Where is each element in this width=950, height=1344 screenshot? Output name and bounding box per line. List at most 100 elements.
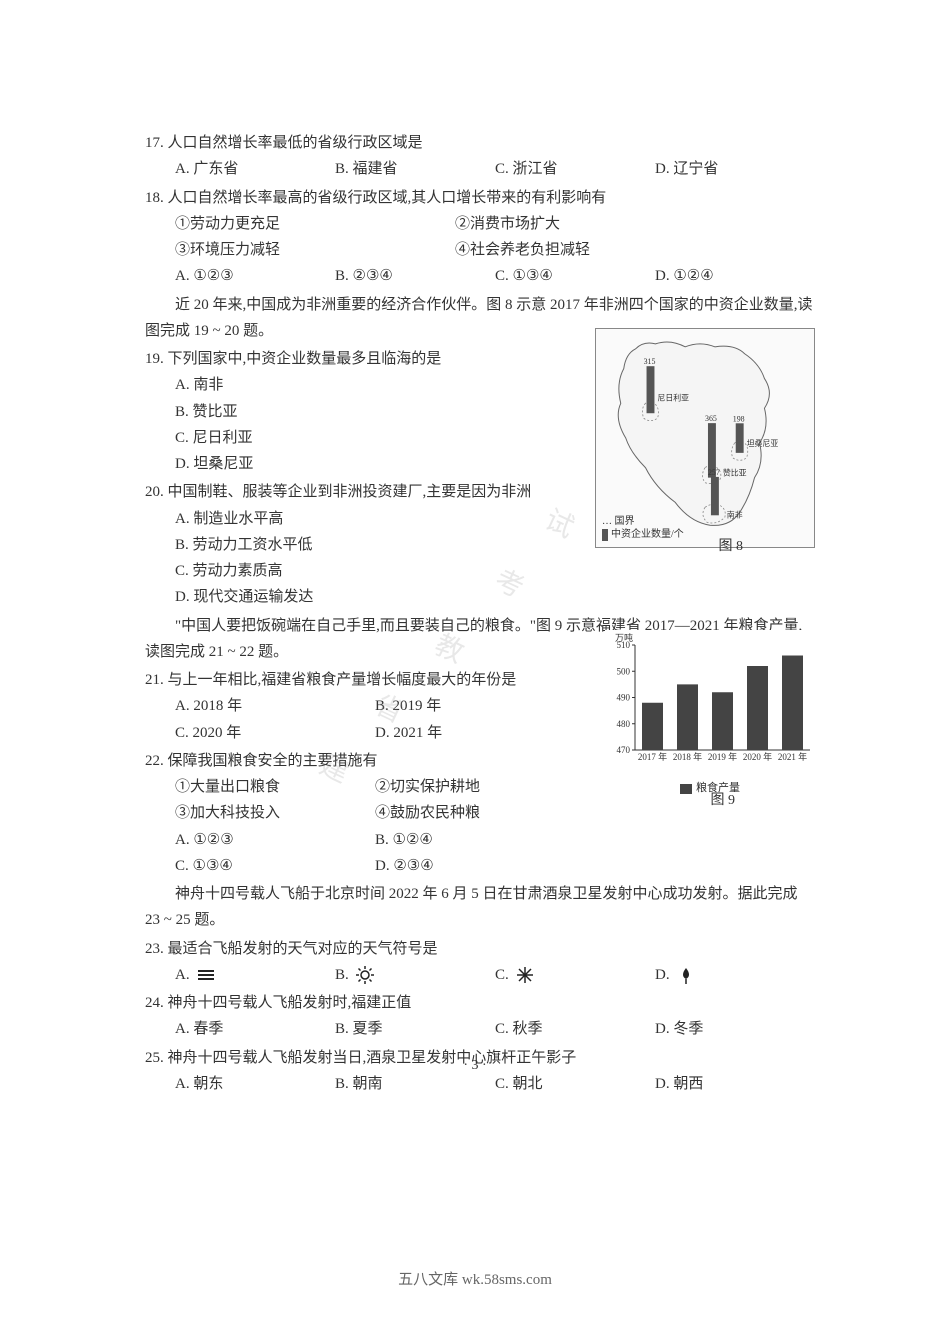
question-24: 24. 神舟十四号载人飞船发射时,福建正值 A. 春季 B. 夏季 C. 秋季 … [145, 990, 815, 1043]
q21-stem: 21. 与上一年相比,福建省粮食产量增长幅度最大的年份是 [145, 667, 575, 693]
q18-opt-a: A. ①②③ [175, 263, 335, 289]
q22-options-r1: A. ①②③ B. ①②④ [145, 827, 575, 853]
q23-opt-c: C. [495, 962, 655, 988]
svg-text:赞比亚: 赞比亚 [723, 468, 747, 478]
q22-items-r1: ①大量出口粮食 ②切实保护耕地 [145, 774, 575, 800]
q19-opt-c: C. 尼日利亚 [145, 425, 615, 451]
q23-opt-b: B. [335, 962, 495, 988]
svg-text:500: 500 [617, 666, 631, 676]
svg-text:2021 年: 2021 年 [778, 751, 807, 762]
q18-options: A. ①②③ B. ②③④ C. ①③④ D. ①②④ [145, 263, 815, 289]
rain-icon [676, 965, 696, 985]
svg-text:257: 257 [708, 468, 720, 477]
q25-opt-a: A. 朝东 [175, 1071, 335, 1097]
q18-item-4: ④社会养老负担减轻 [455, 237, 590, 263]
q19-opt-d: D. 坦桑尼亚 [145, 451, 615, 477]
q18-items-row2: ③环境压力减轻 ④社会养老负担减轻 [145, 237, 815, 263]
q18-item-3: ③环境压力减轻 [175, 237, 455, 263]
fig8-legend: … 国界 中资企业数量/个 [602, 515, 684, 541]
q21-opt-b: B. 2019 年 [375, 693, 575, 719]
q21-opt-a: A. 2018 年 [175, 693, 375, 719]
q24-opt-b: B. 夏季 [335, 1016, 495, 1042]
q18-opt-b: B. ②③④ [335, 263, 495, 289]
q25-opt-b: B. 朝南 [335, 1071, 495, 1097]
svg-text:南非: 南非 [727, 509, 743, 519]
q20-stem: 20. 中国制鞋、服装等企业到非洲投资建厂,主要是因为非洲 [145, 479, 615, 505]
q25-options: A. 朝东 B. 朝南 C. 朝北 D. 朝西 [145, 1071, 815, 1097]
q18-opt-c: C. ①③④ [495, 263, 655, 289]
q24-opt-a: A. 春季 [175, 1016, 335, 1042]
fig8-legend-bar: 中资企业数量/个 [611, 529, 684, 540]
fig8-label: 图 8 [719, 535, 744, 560]
q23-opt-a-label: A. [175, 962, 190, 988]
exam-page: 17. 人口自然增长率最低的省级行政区域是 A. 广东省 B. 福建省 C. 浙… [145, 130, 815, 1099]
question-23: 23. 最适合飞船发射的天气对应的天气符号是 A. B. C. D. [145, 936, 815, 989]
figure-9-bar-chart: 万吨4704804905005102017 年2018 年2019 年2020 … [605, 630, 815, 785]
fig9-label: 图 9 [711, 789, 736, 814]
svg-text:490: 490 [617, 693, 631, 703]
q20-opt-d: D. 现代交通运输发达 [145, 584, 615, 610]
q25-opt-d: D. 朝西 [655, 1071, 815, 1097]
svg-text:365: 365 [705, 414, 717, 423]
question-21: 21. 与上一年相比,福建省粮食产量增长幅度最大的年份是 A. 2018 年 B… [145, 667, 575, 746]
q17-opt-b: B. 福建省 [335, 156, 495, 182]
q23-stem: 23. 最适合飞船发射的天气对应的天气符号是 [145, 936, 815, 962]
q17-stem: 17. 人口自然增长率最低的省级行政区域是 [145, 130, 815, 156]
q19-opt-a: A. 南非 [145, 372, 615, 398]
q24-opt-c: C. 秋季 [495, 1016, 655, 1042]
question-18: 18. 人口自然增长率最高的省级行政区域,其人口增长带来的有利影响有 ①劳动力更… [145, 185, 815, 290]
q18-stem: 18. 人口自然增长率最高的省级行政区域,其人口增长带来的有利影响有 [145, 185, 815, 211]
q18-item-1: ①劳动力更充足 [175, 211, 455, 237]
q23-options: A. B. C. D. [145, 962, 815, 988]
svg-text:尼日利亚: 尼日利亚 [657, 392, 689, 402]
q22-options-r2: C. ①③④ D. ②③④ [145, 853, 575, 879]
q19-stem: 19. 下列国家中,中资企业数量最多且临海的是 [145, 346, 615, 372]
q24-opt-d: D. 冬季 [655, 1016, 815, 1042]
q24-options: A. 春季 B. 夏季 C. 秋季 D. 冬季 [145, 1016, 815, 1042]
svg-text:坦桑尼亚: 坦桑尼亚 [747, 438, 779, 448]
footer-watermark: 五八文库 wk.58sms.com [0, 1268, 950, 1289]
svg-text:198: 198 [733, 414, 745, 423]
svg-text:2017 年: 2017 年 [638, 751, 667, 762]
q23-opt-a: A. [175, 962, 335, 988]
q22-item-4: ④鼓励农民种粮 [375, 800, 575, 826]
q18-opt-d: D. ①②④ [655, 263, 815, 289]
svg-text:315: 315 [644, 357, 656, 366]
q23-opt-d: D. [655, 962, 815, 988]
snow-icon [515, 965, 535, 985]
question-19: 19. 下列国家中,中资企业数量最多且临海的是 A. 南非 B. 赞比亚 C. … [145, 346, 615, 477]
q19-opt-b: B. 赞比亚 [145, 399, 615, 425]
q17-options: A. 广东省 B. 福建省 C. 浙江省 D. 辽宁省 [145, 156, 815, 182]
q22-opt-a: A. ①②③ [175, 827, 375, 853]
q18-item-2: ②消费市场扩大 [455, 211, 560, 237]
page-number: · 3 · [0, 1058, 950, 1074]
q20-opt-c: C. 劳动力素质高 [145, 558, 615, 584]
q17-opt-d: D. 辽宁省 [655, 156, 815, 182]
q20-opt-b: B. 劳动力工资水平低 [145, 532, 615, 558]
q22-item-1: ①大量出口粮食 [175, 774, 375, 800]
figure-8-africa-map: 315 198 365 257 尼日利亚 坦桑尼亚 赞比亚 南非 … 国界 中资企业数… [595, 328, 815, 548]
q22-opt-b: B. ①②④ [375, 827, 575, 853]
q17-opt-a: A. 广东省 [175, 156, 335, 182]
q24-stem: 24. 神舟十四号载人飞船发射时,福建正值 [145, 990, 815, 1016]
fog-icon [196, 965, 216, 985]
q22-items-r2: ③加大科技投入 ④鼓励农民种粮 [145, 800, 575, 826]
svg-text:2019 年: 2019 年 [708, 751, 737, 762]
q23-opt-c-label: C. [495, 962, 509, 988]
svg-text:470: 470 [617, 745, 631, 755]
q22-item-2: ②切实保护耕地 [375, 774, 575, 800]
svg-text:2020 年: 2020 年 [743, 751, 772, 762]
svg-text:2018 年: 2018 年 [673, 751, 702, 762]
question-17: 17. 人口自然增长率最低的省级行政区域是 A. 广东省 B. 福建省 C. 浙… [145, 130, 815, 183]
q21-options-r1: A. 2018 年 B. 2019 年 [145, 693, 575, 719]
fig8-legend-country: … 国界 [602, 515, 684, 528]
q23-opt-d-label: D. [655, 962, 670, 988]
q22-opt-d: D. ②③④ [375, 853, 575, 879]
sunny-icon [355, 965, 375, 985]
svg-text:510: 510 [617, 640, 631, 650]
q23-opt-b-label: B. [335, 962, 349, 988]
q22-opt-c: C. ①③④ [175, 853, 375, 879]
question-22: 22. 保障我国粮食安全的主要措施有 ①大量出口粮食 ②切实保护耕地 ③加大科技… [145, 748, 575, 879]
context-23-25: 神舟十四号载人飞船于北京时间 2022 年 6 月 5 日在甘肃酒泉卫星发射中心… [145, 881, 815, 934]
q21-opt-c: C. 2020 年 [175, 720, 375, 746]
